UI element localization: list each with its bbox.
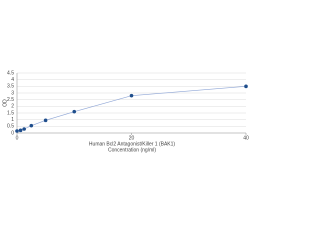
y-tick-label: 3 [11,90,14,96]
y-tick-label: 0 [11,130,14,136]
x-tick-label: 40 [243,135,249,141]
point [18,128,23,133]
y-tick-label: 4 [11,77,14,83]
y-tick-label: 1 [11,117,14,123]
point [29,123,34,128]
y-axis-label: OD [2,99,8,107]
x-axis-sublabel: Concentration (ng/ml) [108,147,156,153]
y-tick-label: 3.5 [7,84,14,90]
y-tick-label: 0.5 [7,124,14,130]
point [72,109,77,114]
point [43,118,48,123]
point [244,84,248,89]
x-tick-label: 20 [129,135,135,141]
point [22,127,26,131]
y-tick-label: 2 [11,104,14,110]
x-tick-label: 0 [16,135,19,141]
x-axis-label: Human Bcl2 Antagonist/Killer 1 (BAK1) [89,141,175,147]
point [129,93,134,98]
point [15,129,19,133]
y-tick-label: 4.5 [7,70,14,76]
y-tick-label: 1.5 [7,110,14,116]
chart: OD Human Bcl2 Antagonist/Killer 1 (BAK1)… [2,70,249,153]
y-tick-label: 2.5 [7,97,14,103]
